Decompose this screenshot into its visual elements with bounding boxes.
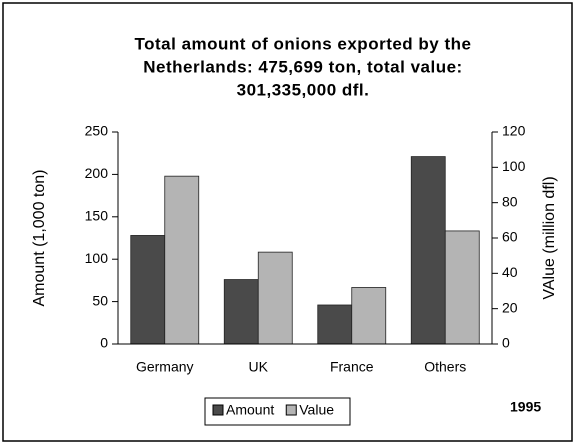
y-axis-label: Amount (1,000 ton) xyxy=(31,170,48,307)
x-tick-label: Germany xyxy=(136,359,194,375)
y-tick-label: 250 xyxy=(85,123,109,139)
chart-title: Netherlands: 475,699 ton, total value: xyxy=(143,57,462,76)
legend-label: Value xyxy=(299,402,334,418)
chart-title: 301,335,000 dfl. xyxy=(237,80,370,99)
legend-swatch xyxy=(285,404,297,416)
y-tick-label: 150 xyxy=(85,208,109,224)
bar xyxy=(444,230,480,345)
bar xyxy=(164,175,200,345)
bar xyxy=(351,287,387,345)
y2-tick-label: 120 xyxy=(502,123,526,139)
y-tick-label: 100 xyxy=(85,250,109,266)
legend-box xyxy=(204,397,351,426)
y2-tick-label: 60 xyxy=(502,229,518,245)
legend-swatch xyxy=(212,404,224,416)
y2-tick-label: 100 xyxy=(502,158,526,174)
bar xyxy=(130,235,166,345)
y2-axis-label: VAlue (million dfl) xyxy=(541,176,558,299)
y2-tick-label: 40 xyxy=(502,264,518,280)
x-tick-label: UK xyxy=(249,359,269,375)
y-tick-label: 50 xyxy=(92,292,108,308)
annotation: 1995 xyxy=(510,399,541,415)
bar xyxy=(410,156,446,345)
y2-tick-label: 0 xyxy=(502,335,510,351)
bar xyxy=(317,304,353,345)
y-tick-label: 200 xyxy=(85,165,109,181)
bar xyxy=(257,251,293,345)
legend-label: Amount xyxy=(226,402,274,418)
y-tick-label: 0 xyxy=(100,335,108,351)
x-tick-label: France xyxy=(330,359,374,375)
y2-tick-label: 20 xyxy=(502,299,518,315)
x-tick-label: Others xyxy=(424,359,466,375)
y2-tick-label: 80 xyxy=(502,193,518,209)
chart-title: Total amount of onions exported by the xyxy=(135,34,472,53)
bar xyxy=(223,279,259,345)
